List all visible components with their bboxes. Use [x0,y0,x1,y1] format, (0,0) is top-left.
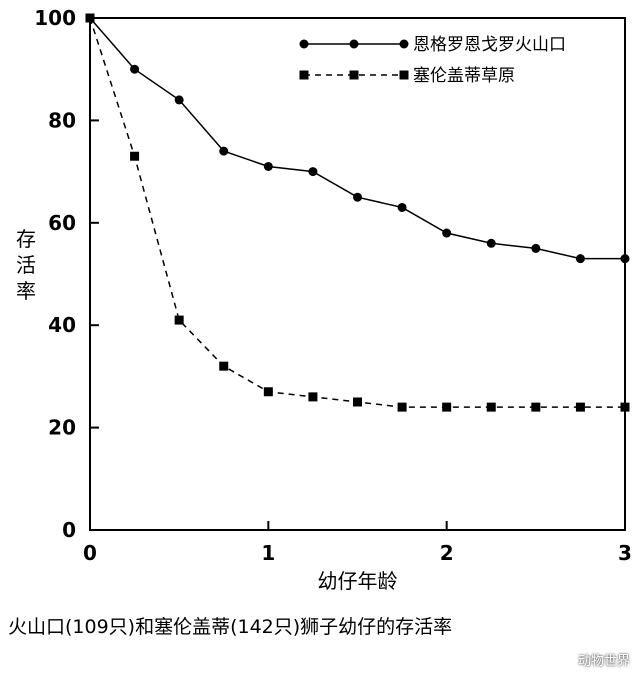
x-tick-label: 2 [440,541,454,565]
series-1-point [219,146,229,156]
y-axis-label-char: 存 [16,227,36,251]
series-2-point [219,361,229,371]
x-tick-label: 1 [261,541,275,565]
plot-frame [89,17,626,531]
y-tick-label: 80 [48,108,76,132]
x-axis-label: 幼仔年龄 [318,569,398,593]
series-2-point [575,402,585,412]
x-tick-label: 3 [618,541,632,565]
series-2-point [531,402,541,412]
series-2-point [263,387,273,397]
legend-marker-2 [349,70,359,80]
series-2-point [308,392,318,402]
legend-label-2: 塞伦盖蒂草原 [413,66,515,86]
series-1-point [575,254,585,264]
series-2-point [486,402,496,412]
series-1-point [531,243,541,253]
y-axis-label-char: 活 [16,253,36,277]
y-tick-label: 100 [34,6,76,30]
series-1-point [620,254,630,264]
series-1-point [263,161,273,171]
legend-marker-1 [399,39,409,49]
series-2-point [442,402,452,412]
figure-caption: 火山口(109只)和塞伦盖蒂(142只)狮子幼仔的存活率 [8,616,453,638]
series-1-point [397,202,407,212]
y-tick-label: 0 [62,518,76,542]
y-axis-label-char: 率 [16,279,36,303]
series-2-point [174,315,184,325]
series-1-point [174,95,184,105]
series-1-point [130,64,140,74]
series-1-point [442,228,452,238]
series-2-point [397,402,407,412]
series-2-point [85,13,95,23]
watermark: 动物世界 [577,654,630,669]
x-tick-label: 0 [83,541,97,565]
series-1-point [486,238,496,248]
series-1-point [308,167,318,177]
legend-marker-1 [349,39,359,49]
legend-label-1: 恩格罗恩戈罗火山口 [413,35,566,55]
series-2-point [353,397,362,407]
y-tick-label: 20 [48,416,76,440]
y-tick-label: 60 [48,211,76,235]
series-2-point [620,402,630,412]
series-1-point [353,192,362,202]
y-tick-label: 40 [48,313,76,337]
legend-marker-2 [299,70,309,80]
legend-marker-2 [399,70,409,80]
series-2-point [130,151,140,161]
legend-marker-1 [299,39,309,49]
